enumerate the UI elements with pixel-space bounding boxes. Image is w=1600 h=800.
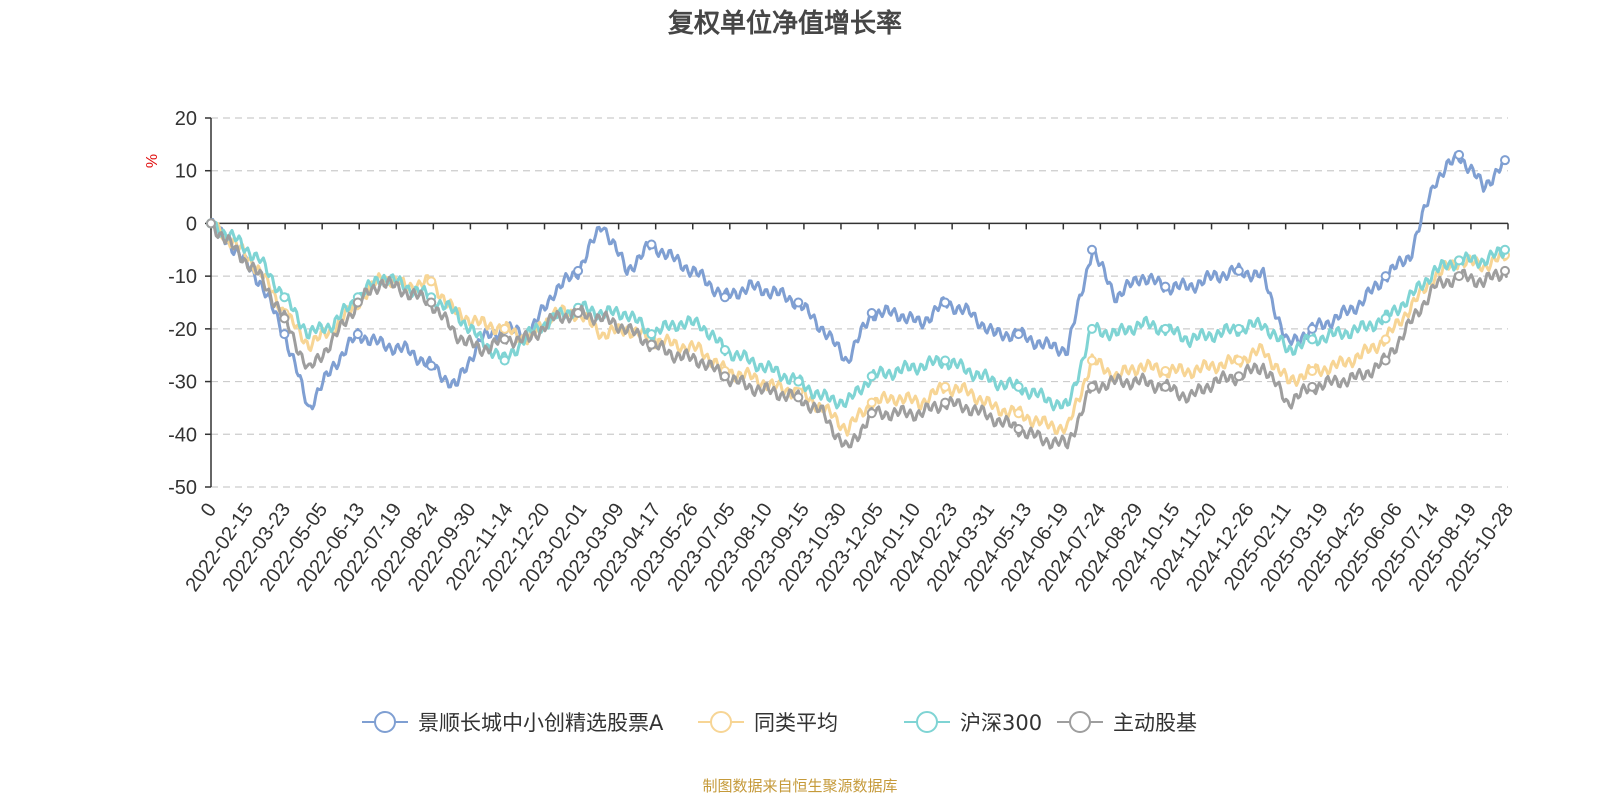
series-2 [206,218,1510,412]
series-point [1500,244,1510,255]
series-point [352,329,363,340]
series-point [1307,334,1318,345]
y-tick-label: -30 [168,372,197,394]
legend-item[interactable]: 沪深300 [904,711,1042,735]
series-point [1086,323,1097,334]
legend-item[interactable]: 同类平均 [698,711,838,735]
x-tick-label: 0 [197,499,221,521]
series-point [940,381,951,392]
y-tick-label: -40 [168,424,197,446]
series-point [426,276,437,287]
legend[interactable]: 景顺长城中小创精选股票A 同类平均 沪深300 主动股基 [362,711,1197,735]
series-point [573,265,584,276]
series-point [940,397,951,408]
source-note: 制图数据来自恒生聚源数据库 [702,777,897,795]
series-point [646,329,657,340]
series-point [646,339,657,350]
series-point [866,371,877,382]
series-point [866,308,877,319]
series-point [1013,381,1024,392]
axis-layer: 20100-10-20-30-40-5002022-02-152022-03-2… [168,108,1518,596]
legend-marker [916,711,938,733]
series-point [1454,255,1465,266]
series-point [279,292,290,303]
chart-title: 复权单位净值增长率 [668,8,902,39]
series-point [940,297,951,308]
y-tick-label: 20 [175,108,197,130]
series-point [1086,355,1097,366]
series-point [1160,281,1171,292]
legend-label: 景顺长城中小创精选股票A [418,711,664,735]
series-point [1233,265,1244,276]
series-point [1086,244,1097,255]
series-point [719,371,730,382]
series-point [940,355,951,366]
series-point [793,392,804,403]
series-point [866,408,877,419]
y-axis-unit: % [144,154,161,168]
legend-marker [374,711,396,733]
series-layer [206,149,1510,450]
series-point [1500,265,1510,276]
series-point [1160,366,1171,377]
series-line [210,221,1508,437]
series-point [719,344,730,355]
series-point [1380,271,1391,282]
series-point [1454,271,1465,282]
series-point [279,329,290,340]
y-tick-label: 0 [186,213,197,235]
legend-item[interactable]: 景顺长城中小创精选股票A [362,711,664,735]
series-point [1307,323,1318,334]
series-point [1013,408,1024,419]
series-point [206,218,216,229]
series-point [1500,155,1510,166]
legend-label: 主动股基 [1113,711,1197,735]
series-point [646,239,657,250]
series-point [279,313,290,324]
series-point [793,376,804,387]
series-point [1160,381,1171,392]
y-tick-label: -20 [168,319,197,341]
series-point [1380,355,1391,366]
series-3 [206,218,1510,450]
series-point [499,323,510,334]
series-point [499,355,510,366]
series-point [1086,381,1097,392]
y-tick-label: 10 [175,161,197,183]
y-tick-label: -50 [168,477,197,499]
legend-marker [710,711,732,733]
series-point [573,308,584,319]
series-point [499,334,510,345]
series-point [1454,149,1465,160]
series-point [1307,366,1318,377]
series-point [1013,424,1024,435]
y-tick-label: -10 [168,266,197,288]
series-point [1160,323,1171,334]
series-point [352,297,363,308]
series-point [719,292,730,303]
series-point [1307,381,1318,392]
series-line [209,151,1508,411]
series-point [1233,371,1244,382]
legend-marker [1069,711,1091,733]
series-point [1233,323,1244,334]
series-point [426,360,437,371]
legend-item[interactable]: 主动股基 [1057,711,1197,735]
series-point [866,397,877,408]
series-point [1013,329,1024,340]
legend-label: 沪深300 [960,711,1042,735]
legend-label: 同类平均 [754,711,838,735]
series-point [1380,313,1391,324]
series-point [793,297,804,308]
series-point [1380,334,1391,345]
series-point [426,297,437,308]
series-point [1233,355,1244,366]
